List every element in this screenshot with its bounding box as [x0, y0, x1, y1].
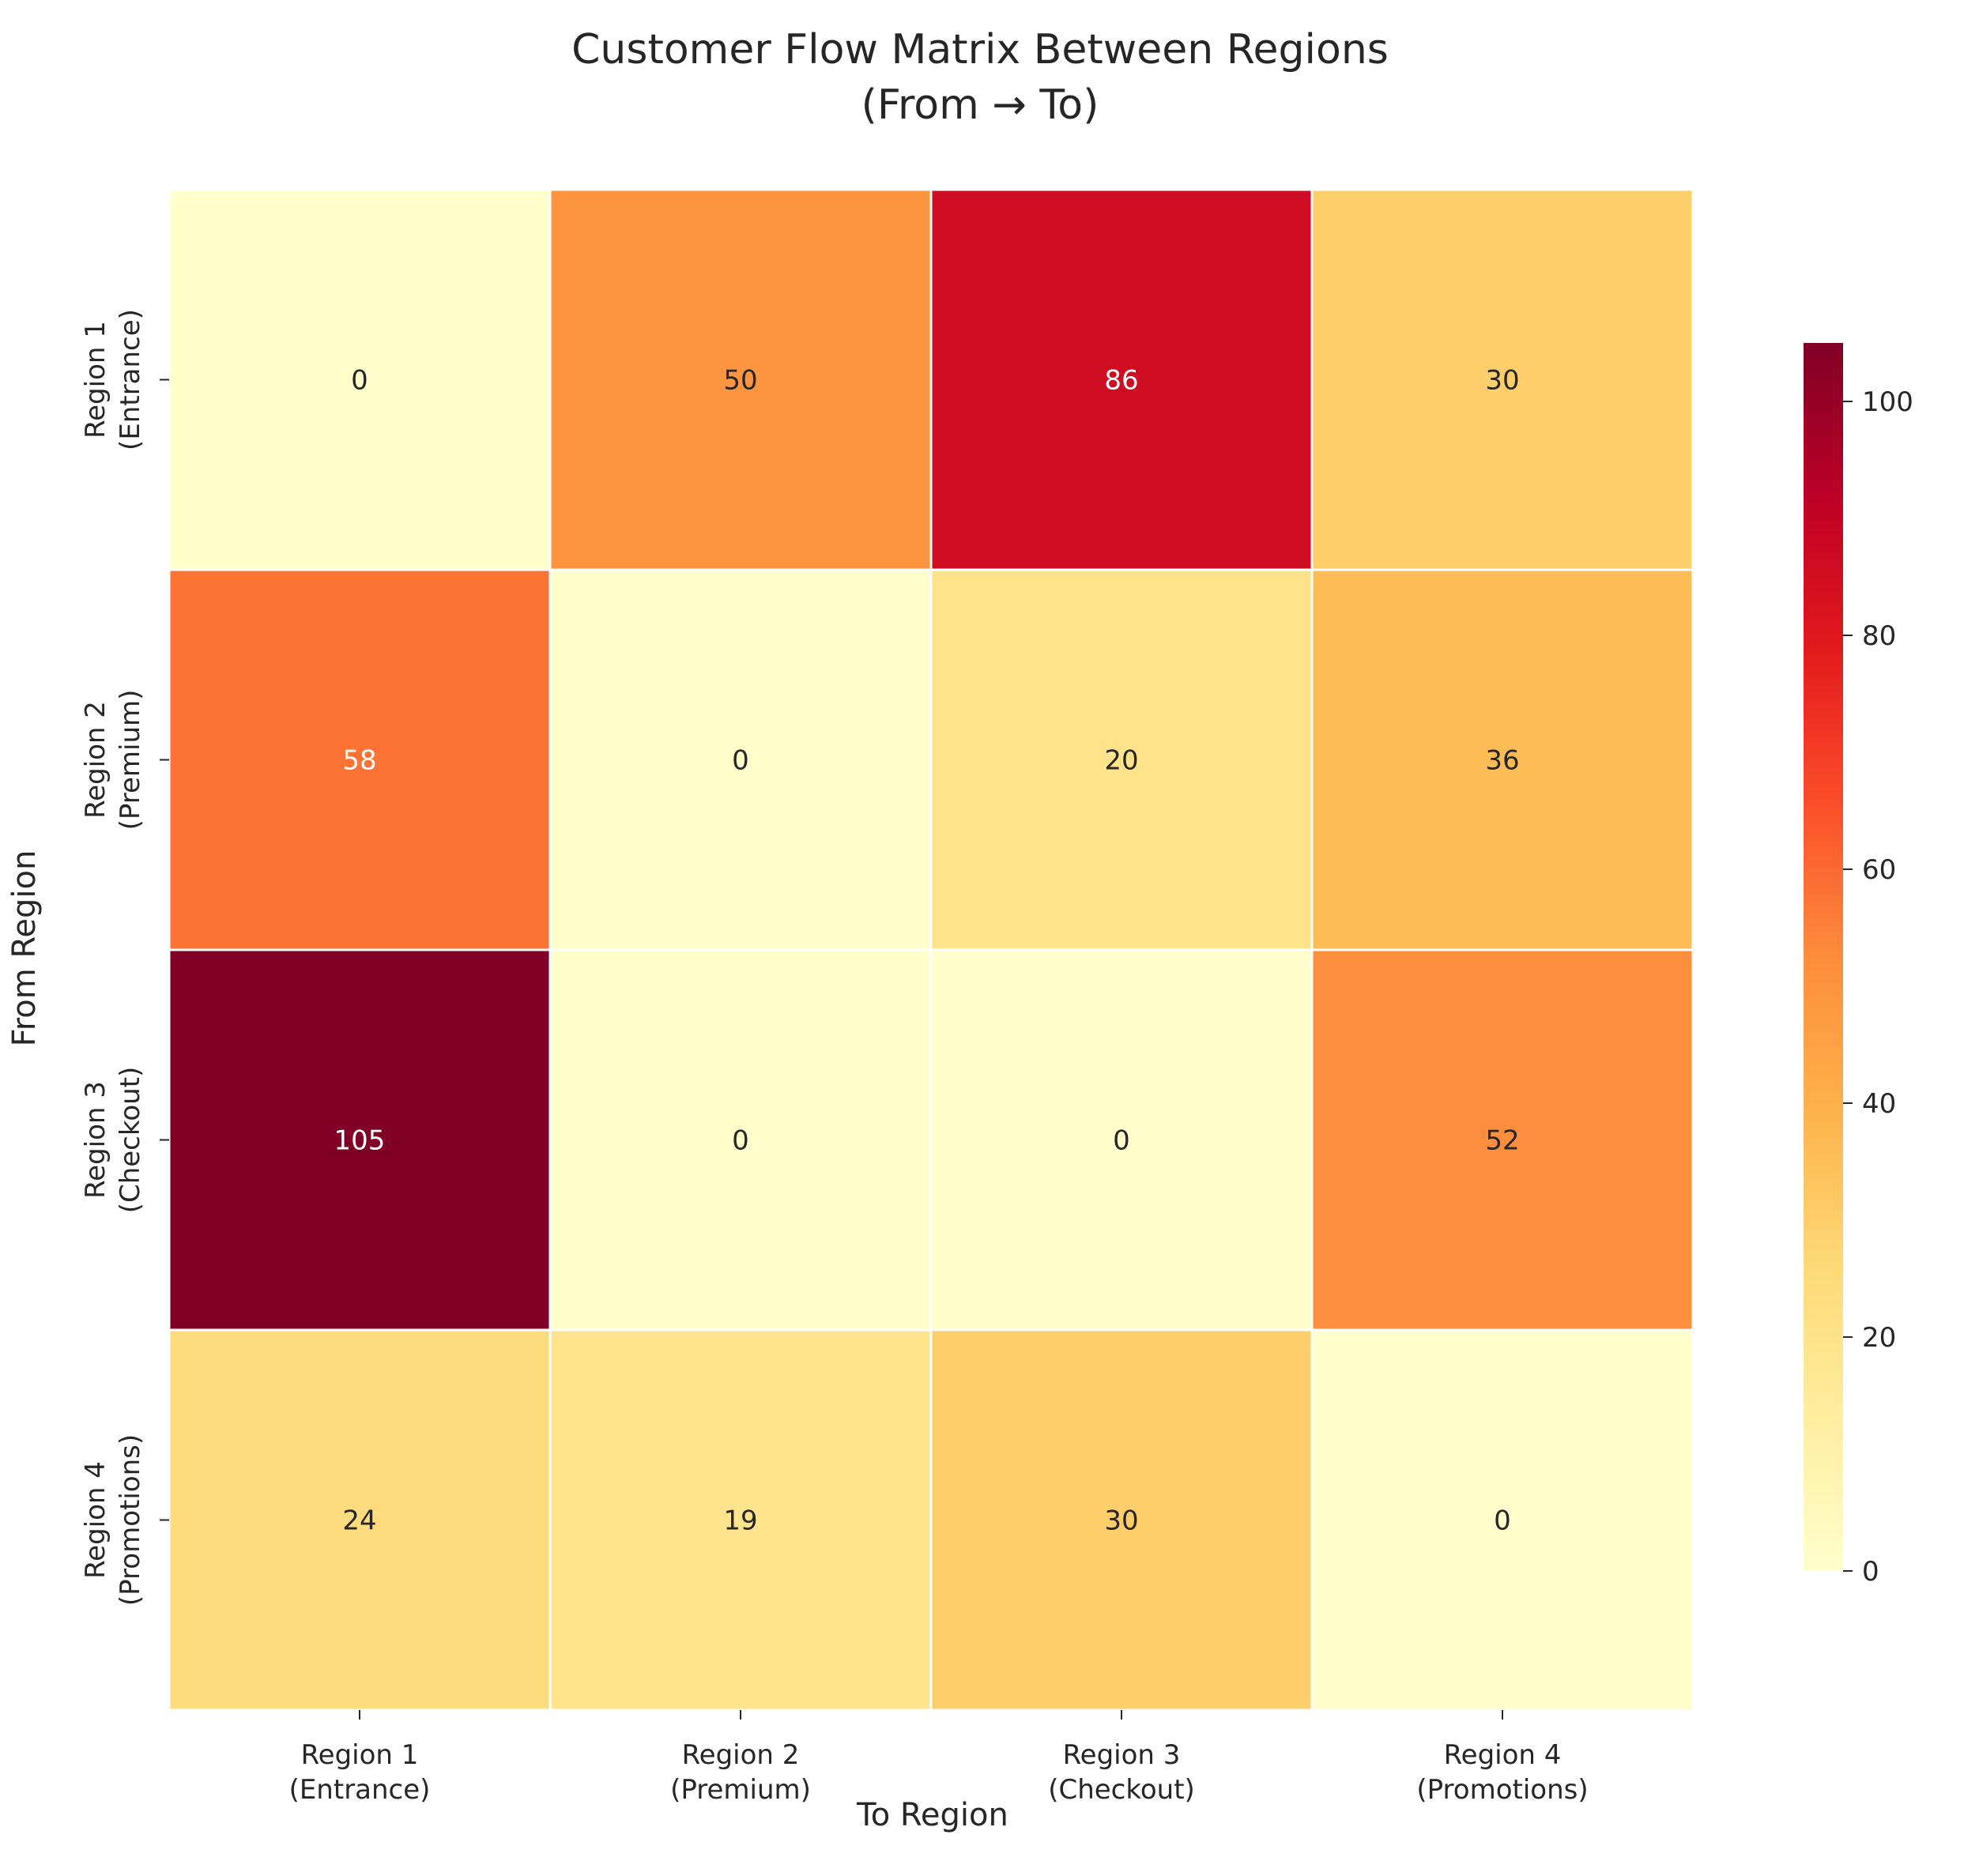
cell-value-label: 30 — [1485, 365, 1519, 397]
heatmap-cell — [1310, 948, 1694, 1332]
y-tick-group: Region 4 (Promotions) — [80, 1434, 146, 1606]
x-tick-label: Region 2 — [682, 1739, 800, 1771]
colorbar-tick-label: 80 — [1862, 620, 1896, 652]
x-tick-sublabel: (Checkout) — [1048, 1774, 1195, 1806]
x-tick-label: Region 4 — [1444, 1739, 1562, 1771]
chart-subtitle: (From → To) — [861, 81, 1099, 129]
heatmap-cell — [548, 568, 933, 951]
cell-value-label: 36 — [1485, 745, 1519, 777]
heatmap-cell — [1310, 188, 1694, 571]
heatmap-cell — [168, 188, 552, 571]
cell-value-label: 58 — [342, 745, 376, 777]
cell-value-label: 19 — [723, 1505, 757, 1537]
cell-value-label: 24 — [342, 1505, 376, 1537]
heatmap-cell — [1310, 1328, 1694, 1712]
heatmap-cell — [168, 568, 552, 951]
x-tick-label: Region 1 — [301, 1739, 419, 1771]
cell-value-label: 52 — [1485, 1125, 1519, 1157]
y-axis-ticks: Region 1 (Entrance)Region 2 (Premium)Regio… — [80, 309, 169, 1606]
cell-value-label: 0 — [732, 1125, 749, 1157]
colorbar-tick-label: 40 — [1862, 1088, 1896, 1120]
y-tick-label: Region 3 — [80, 1081, 111, 1199]
cell-value-label: 86 — [1104, 365, 1138, 397]
y-tick-label: Region 2 — [80, 701, 111, 819]
heatmap-cell — [548, 1328, 933, 1712]
x-axis-ticks: Region 1(Entrance) Region 2(Premium) Regio… — [289, 1710, 1589, 1806]
x-tick-label: Region 3 — [1063, 1739, 1181, 1771]
y-tick-sublabel: (Promotions) — [115, 1434, 146, 1606]
colorbar-tick-label: 20 — [1862, 1322, 1896, 1354]
y-tick-label: Region 1 — [80, 321, 111, 439]
y-tick-group: Region 2 (Premium) — [80, 690, 146, 831]
chart-title: Customer Flow Matrix Between Regions — [571, 26, 1389, 73]
x-axis-label: To Region — [856, 1797, 1008, 1833]
cell-value-label: 30 — [1104, 1505, 1138, 1537]
heatmap-cell — [929, 1328, 1314, 1712]
heatmap-cell — [929, 188, 1314, 571]
cell-value-label: 0 — [1494, 1505, 1511, 1537]
y-axis-label: From Region — [6, 850, 43, 1047]
cell-value-label: 20 — [1104, 745, 1138, 777]
heatmap-cell — [929, 568, 1314, 951]
y-tick-sublabel: (Entrance) — [115, 309, 146, 450]
y-tick-group: Region 1 (Entrance) — [80, 309, 146, 450]
cell-value-label: 0 — [1113, 1125, 1130, 1157]
heatmap-cell — [168, 1328, 552, 1712]
x-tick-sublabel: (Entrance) — [289, 1774, 431, 1806]
colorbar-tick-label: 100 — [1862, 386, 1913, 418]
heatmap-cell — [548, 188, 933, 571]
cell-value-label: 0 — [351, 365, 368, 397]
y-tick-label: Region 4 — [80, 1461, 111, 1579]
heatmap-cell — [1310, 568, 1694, 951]
y-tick-group: Region 3 (Checkout) — [80, 1067, 146, 1214]
heatmap-cells: 0 50 86 30 58 0 20 36 105 0 0 52 24 19 30 0 — [168, 188, 1694, 1712]
colorbar — [1804, 343, 1843, 1571]
colorbar-tick-label: 60 — [1862, 854, 1896, 886]
x-tick-sublabel: (Promotions) — [1416, 1774, 1588, 1806]
cell-value-label: 105 — [334, 1125, 386, 1157]
x-tick-sublabel: (Premium) — [670, 1774, 811, 1806]
y-tick-sublabel: (Checkout) — [115, 1067, 146, 1214]
colorbar-ticks: 0 20 40 60 80 100 — [1843, 386, 1913, 1588]
y-tick-sublabel: (Premium) — [115, 690, 146, 831]
colorbar-tick-label: 0 — [1862, 1556, 1879, 1588]
cell-value-label: 50 — [723, 365, 757, 397]
cell-value-label: 0 — [732, 745, 749, 777]
heatmap-cell — [548, 948, 933, 1332]
